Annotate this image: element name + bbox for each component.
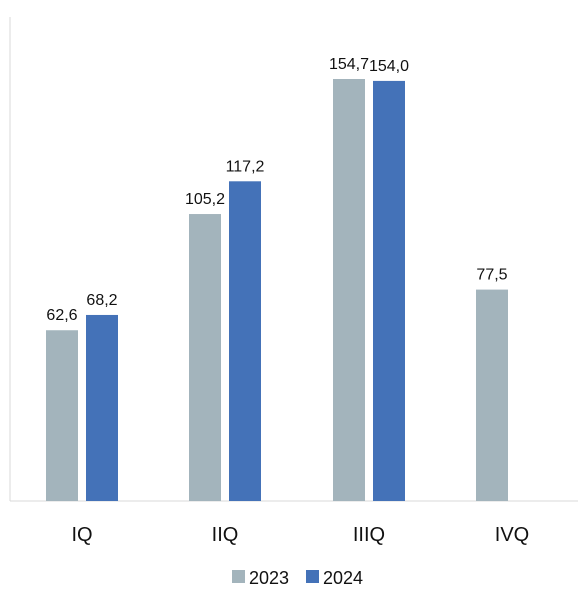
bar-2023-IIQ	[189, 214, 221, 501]
data-label-2023-IVQ: 77,5	[476, 267, 507, 284]
x-axis-ticks-layer: IQ IIQ IIIQ IVQ	[71, 524, 529, 546]
x-tick-label-IIQ: IIQ	[212, 524, 239, 546]
bar-2024-IQ	[86, 314, 118, 501]
bar-2023-IIIQ	[333, 79, 365, 501]
data-label-2023-IQ: 62,6	[46, 307, 77, 324]
data-label-2024-IIIQ: 154,0	[369, 58, 409, 75]
legend-label-2023: 2023	[249, 568, 289, 588]
legend-swatch-2024	[306, 570, 319, 583]
legend-label-2024: 2024	[323, 568, 363, 588]
x-tick-label-IVQ: IVQ	[495, 524, 529, 546]
x-tick-label-IQ: IQ	[71, 524, 92, 546]
data-label-2024-IIQ: 117,2	[226, 158, 265, 175]
legend-swatch-2023	[232, 570, 245, 583]
legend: 2023 2024	[232, 568, 363, 588]
bar-2023-IQ	[46, 330, 78, 501]
bars-layer	[46, 79, 508, 502]
bar-2024-IIQ	[229, 181, 261, 501]
x-tick-label-IIIQ: IIIQ	[353, 524, 385, 546]
data-label-2023-IIQ: 105,2	[185, 191, 225, 208]
data-label-2024-IQ: 68,2	[86, 292, 117, 309]
data-label-2023-IIIQ: 154,7	[329, 56, 369, 73]
bar-2024-IIIQ	[373, 80, 405, 502]
bar-2023-IVQ	[476, 289, 508, 501]
